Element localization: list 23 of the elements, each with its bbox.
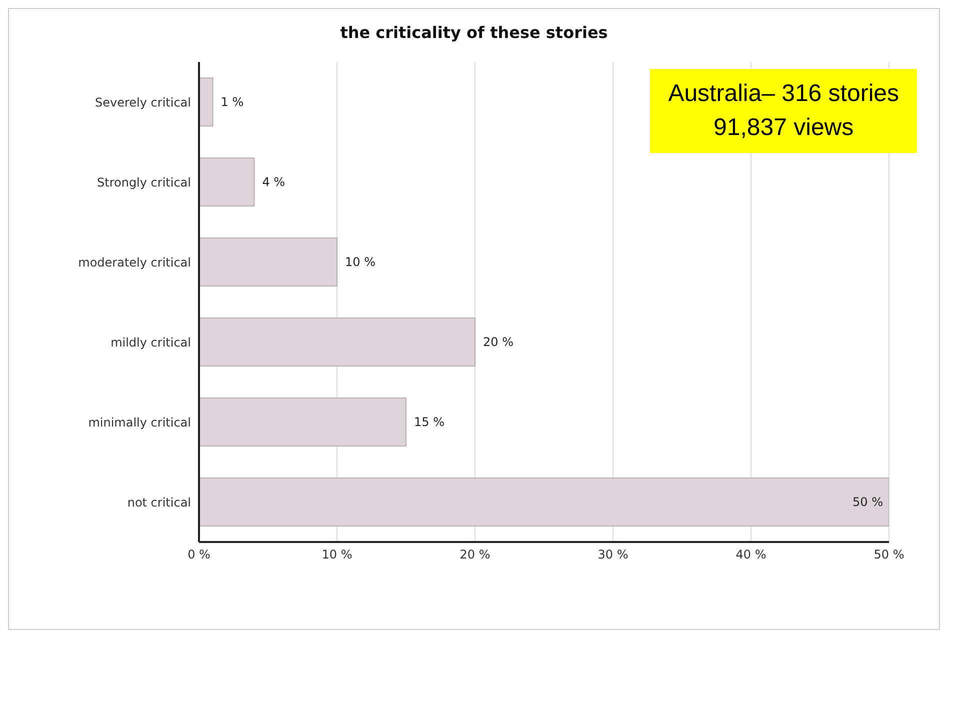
bar [199, 158, 255, 206]
annotation: Australia– 316 stories [668, 79, 899, 109]
x-tick-label: 10 % [322, 548, 352, 562]
x-tick-label: 20 % [460, 548, 490, 562]
y-tick-label: minimally critical [88, 415, 191, 430]
y-tick-label: mildly critical [110, 335, 191, 350]
data-label: 4 % [262, 175, 286, 189]
x-tick-label: 0 % [188, 548, 210, 562]
y-tick-label: not critical [127, 495, 191, 510]
data-label: 50 % [852, 495, 883, 509]
y-tick-label: moderately critical [78, 255, 191, 270]
data-label: 10 % [345, 255, 376, 269]
bar [199, 78, 214, 126]
data-label: 20 % [483, 335, 514, 349]
y-tick-label: Strongly critical [97, 175, 191, 190]
x-tick-label: 50 % [874, 548, 904, 562]
x-tick-label: 30 % [598, 548, 628, 562]
x-tick-label: 40 % [736, 548, 766, 562]
annotation: 91,837 views [712, 113, 855, 143]
data-label: 1 % [220, 95, 244, 109]
y-tick-label: Severely critical [95, 95, 191, 110]
data-label: 15 % [414, 415, 444, 429]
chart-title: the criticality of these stories [339, 23, 609, 42]
